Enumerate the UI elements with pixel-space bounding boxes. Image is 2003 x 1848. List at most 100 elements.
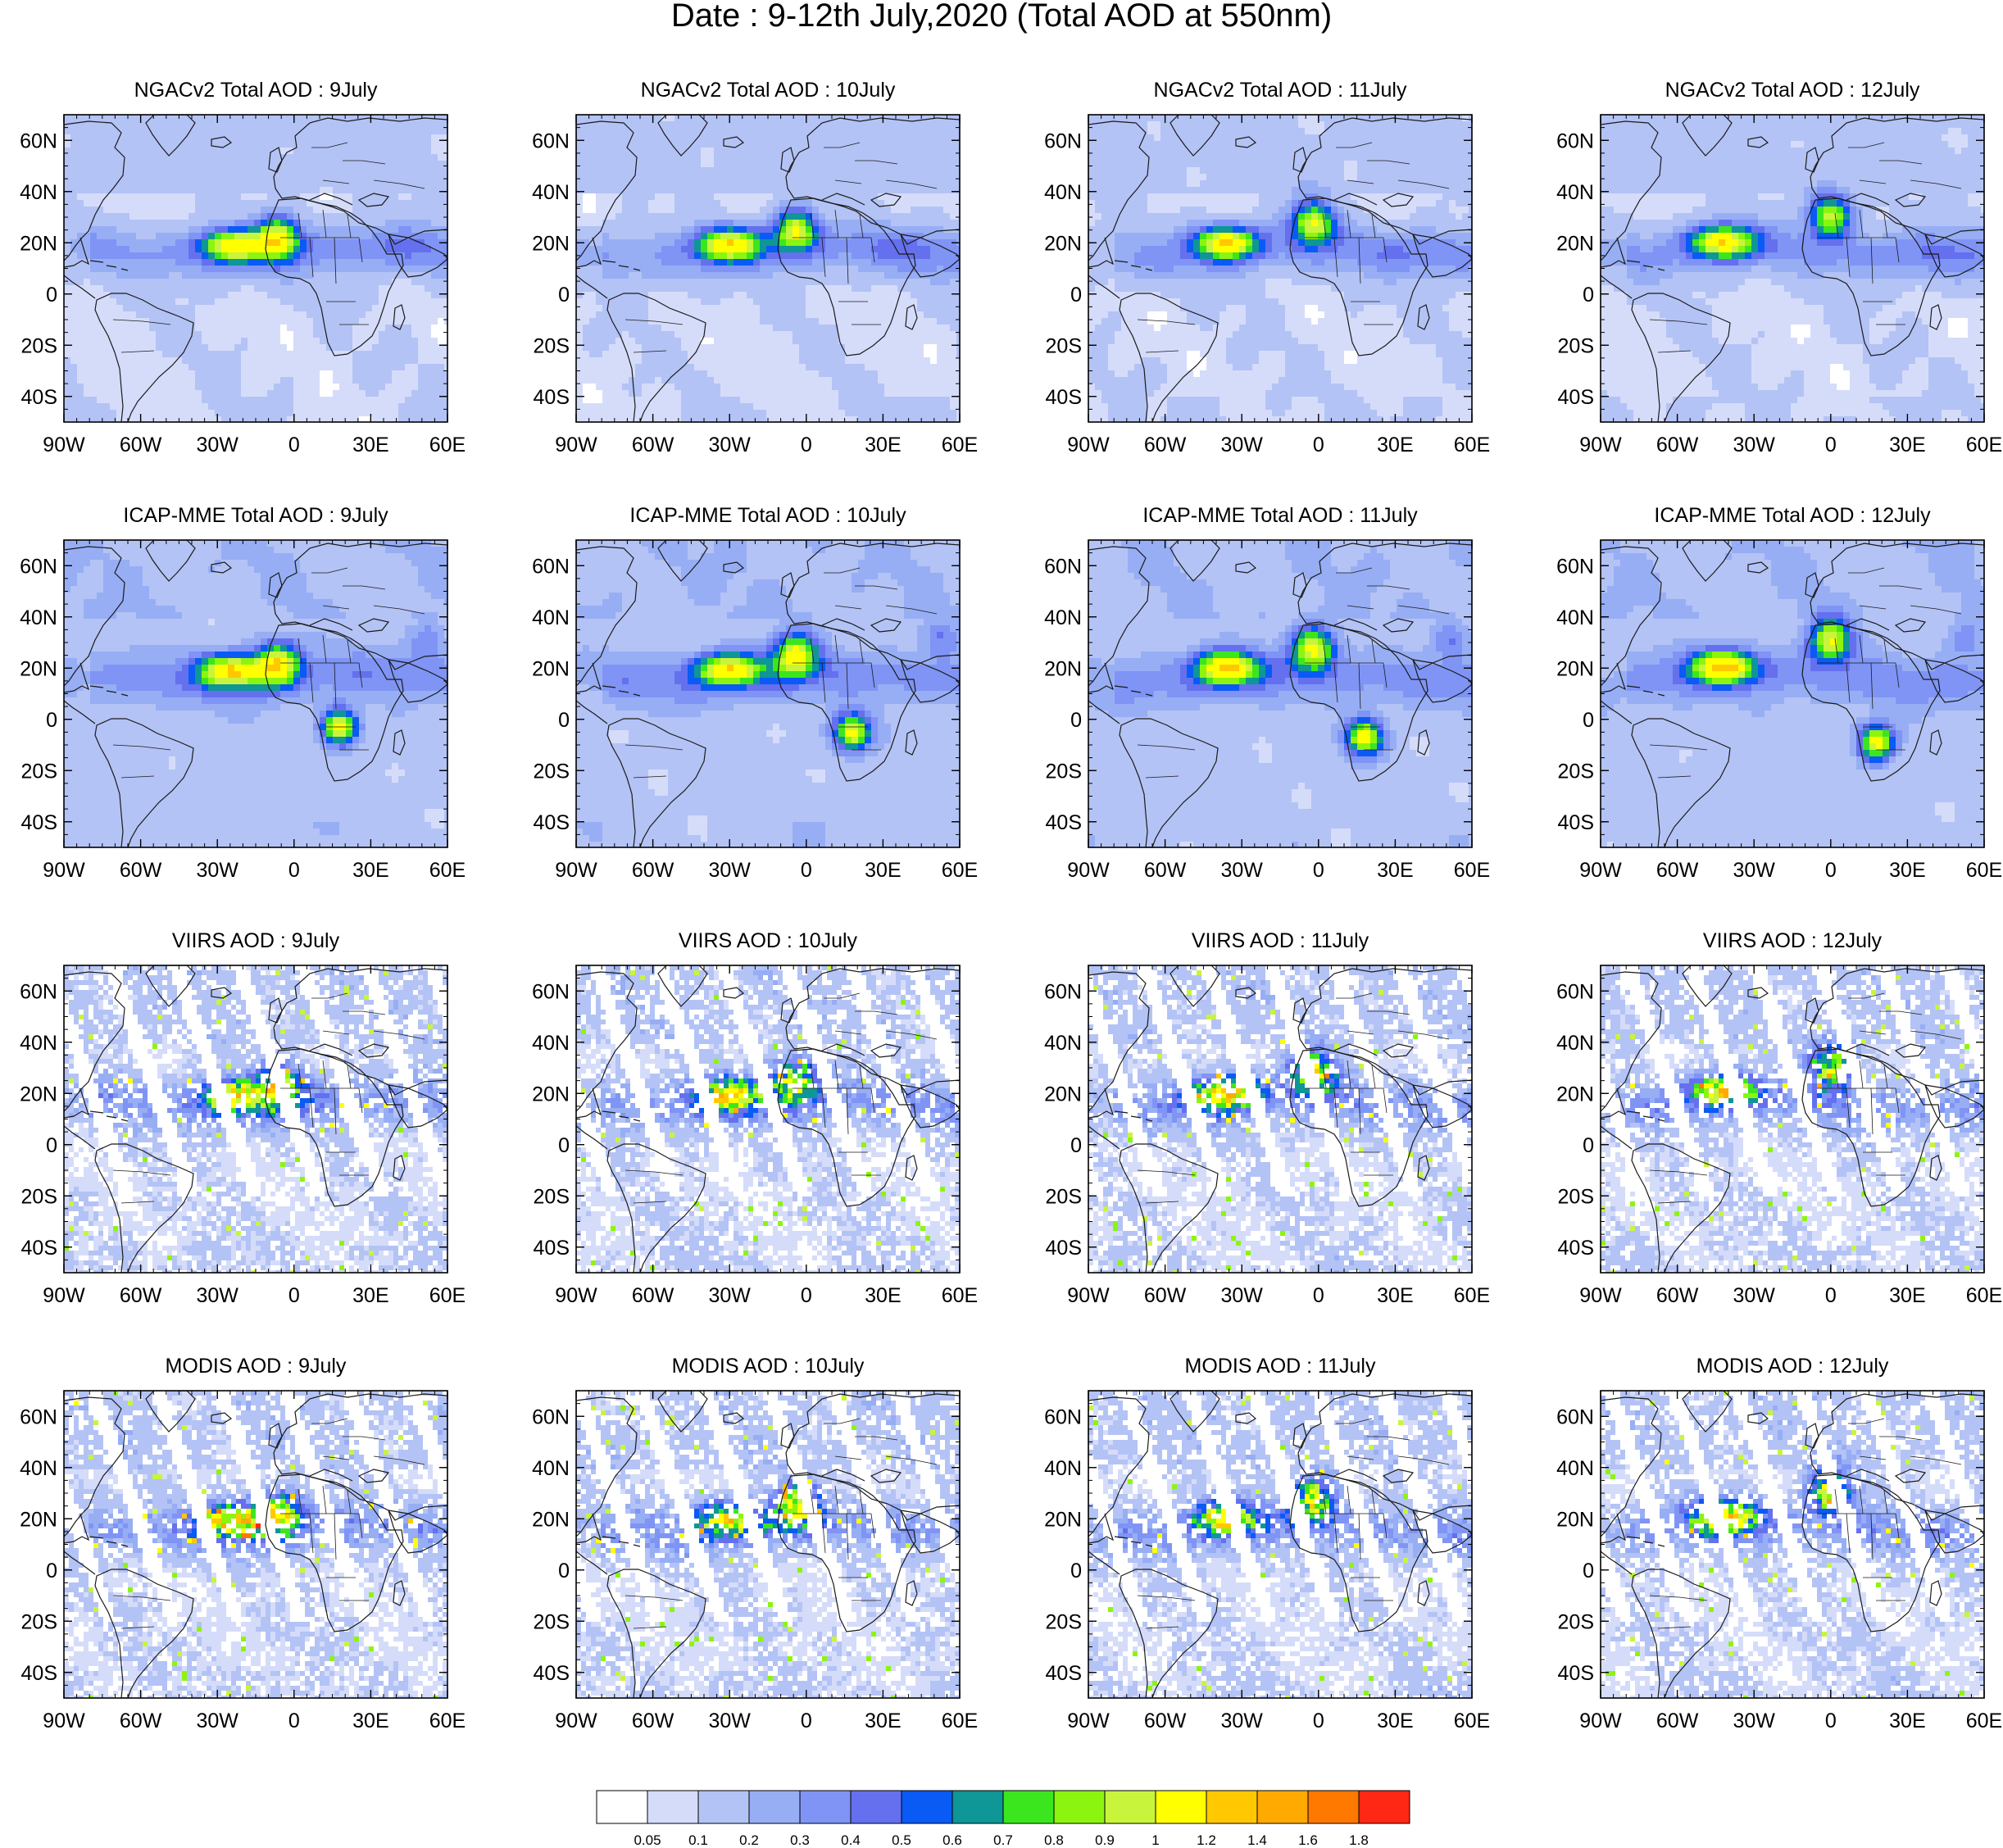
y-tick-label: 20N <box>20 1083 57 1106</box>
y-tick-label: 60N <box>1556 555 1594 578</box>
colorbar-swatch <box>647 1790 699 1824</box>
map-panel: NGACv2 Total AOD : 11July 90W 60W 30W 0 30E 60… <box>1044 79 1490 456</box>
x-tick-label: 30W <box>1220 1710 1263 1732</box>
y-tick-label: 0 <box>1070 709 1082 732</box>
colorbar-swatch <box>1002 1790 1055 1824</box>
x-tick-label: 30W <box>1220 1284 1263 1307</box>
colorbar-swatch <box>1307 1790 1360 1824</box>
x-tick-label: 0 <box>801 859 812 882</box>
y-tick-label: 40S <box>1046 811 1082 834</box>
y-tick-label: 40S <box>1558 386 1594 409</box>
y-tick-label: 20S <box>534 1610 570 1633</box>
colorbar-swatch <box>697 1790 750 1824</box>
x-tick-label: 90W <box>555 859 597 882</box>
y-tick-label: 40S <box>1046 386 1082 409</box>
y-tick-label: 40N <box>532 606 570 629</box>
y-tick-label: 40N <box>20 181 57 204</box>
y-tick-label: 40N <box>1044 1457 1082 1480</box>
x-tick-label: 30E <box>352 434 388 456</box>
y-tick-label: 60N <box>532 980 570 1003</box>
y-tick-label: 40S <box>21 386 57 409</box>
y-tick-label: 40S <box>1558 1662 1594 1685</box>
y-tick-label: 60N <box>20 555 57 578</box>
y-tick-label: 0 <box>46 709 57 732</box>
x-tick-label: 30E <box>865 1284 901 1307</box>
x-tick-label: 90W <box>1579 434 1622 456</box>
map-panel: NGACv2 Total AOD : 12July 90W 60W 30W 0 30E 60… <box>1556 79 2002 456</box>
panel-title: ICAP-MME Total AOD : 11July <box>1142 504 1418 527</box>
y-tick-label: 40S <box>1046 1237 1082 1260</box>
x-tick-label: 60W <box>1144 1710 1187 1732</box>
colorbar-swatch <box>1053 1790 1106 1824</box>
colorbar-swatch <box>952 1790 1004 1824</box>
colorbar-swatch <box>596 1790 648 1824</box>
y-tick-label: 40N <box>1556 1457 1594 1480</box>
x-tick-label: 30W <box>196 1710 238 1732</box>
x-tick-label: 30E <box>1889 1284 1925 1307</box>
panel-title: VIIRS AOD : 10July <box>679 929 858 952</box>
y-tick-label: 40N <box>20 1457 57 1480</box>
x-tick-label: 90W <box>1579 1284 1622 1307</box>
y-tick-label: 40N <box>1556 1032 1594 1055</box>
colorbar-label: 0.2 <box>739 1832 759 1848</box>
x-tick-label: 60E <box>429 1710 466 1732</box>
y-tick-label: 0 <box>1070 284 1082 306</box>
x-tick-label: 60E <box>429 434 466 456</box>
panel-title: MODIS AOD : 10July <box>672 1355 865 1378</box>
y-tick-label: 40S <box>21 1237 57 1260</box>
x-tick-label: 60W <box>120 1710 162 1732</box>
x-tick-label: 0 <box>1313 1284 1324 1307</box>
y-tick-label: 40N <box>1556 181 1594 204</box>
y-tick-label: 0 <box>558 1134 570 1157</box>
x-tick-label: 60E <box>942 434 978 456</box>
y-tick-label: 60N <box>532 555 570 578</box>
x-tick-label: 30W <box>1733 859 1775 882</box>
map-panel: MODIS AOD : 12July 90W 60W 30W 0 30E 60E 60N 40N… <box>1556 1355 2002 1732</box>
y-tick-label: 60N <box>532 129 570 152</box>
panel-title: VIIRS AOD : 9July <box>172 929 340 952</box>
x-tick-label: 60E <box>1966 1284 2002 1307</box>
figure-title: Date : 9-12th July,2020 (Total AOD at 55… <box>671 0 1332 34</box>
y-tick-label: 20N <box>532 1508 570 1531</box>
map-panel: MODIS AOD : 11July 90W 60W 30W 0 30E 60E 60N 40N… <box>1044 1355 1490 1732</box>
map-panel: MODIS AOD : 10July 90W 60W 30W 0 30E 60E 60N 40N… <box>532 1355 978 1732</box>
y-tick-label: 20S <box>1558 1610 1594 1633</box>
y-tick-label: 60N <box>532 1405 570 1428</box>
y-tick-label: 60N <box>1044 129 1082 152</box>
y-tick-label: 20S <box>1046 1610 1082 1633</box>
y-tick-label: 0 <box>1070 1134 1082 1157</box>
x-tick-label: 0 <box>1825 859 1837 882</box>
x-tick-label: 60W <box>1656 1710 1699 1732</box>
x-tick-label: 60W <box>1656 859 1699 882</box>
y-tick-label: 20S <box>21 334 57 357</box>
panel-title: ICAP-MME Total AOD : 10July <box>629 504 906 527</box>
x-tick-label: 60W <box>1656 1284 1699 1307</box>
y-tick-label: 20N <box>1556 232 1594 255</box>
y-tick-label: 40S <box>534 386 570 409</box>
x-tick-label: 90W <box>1067 434 1110 456</box>
y-tick-label: 40N <box>20 606 57 629</box>
x-tick-label: 60E <box>1966 1710 2002 1732</box>
aod-field <box>64 115 447 422</box>
y-tick-label: 0 <box>558 284 570 306</box>
y-tick-label: 40S <box>1558 1237 1594 1260</box>
y-tick-label: 40N <box>1044 1032 1082 1055</box>
y-tick-label: 20N <box>20 657 57 680</box>
x-tick-label: 60W <box>632 1710 674 1732</box>
y-tick-label: 0 <box>1583 709 1594 732</box>
x-tick-label: 30W <box>1733 434 1775 456</box>
x-tick-label: 30W <box>708 859 751 882</box>
x-tick-label: 30W <box>1733 1284 1775 1307</box>
x-tick-label: 30W <box>708 434 751 456</box>
aod-field <box>576 1391 960 1698</box>
aod-field <box>1088 115 1472 422</box>
x-tick-label: 60W <box>120 434 162 456</box>
x-tick-label: 30E <box>1889 1710 1925 1732</box>
x-tick-label: 90W <box>555 434 597 456</box>
x-tick-label: 90W <box>43 859 85 882</box>
x-tick-label: 60E <box>1454 1284 1490 1307</box>
panel-title: NGACv2 Total AOD : 11July <box>1154 79 1407 102</box>
y-tick-label: 20S <box>1046 1185 1082 1208</box>
x-tick-label: 60W <box>120 859 162 882</box>
